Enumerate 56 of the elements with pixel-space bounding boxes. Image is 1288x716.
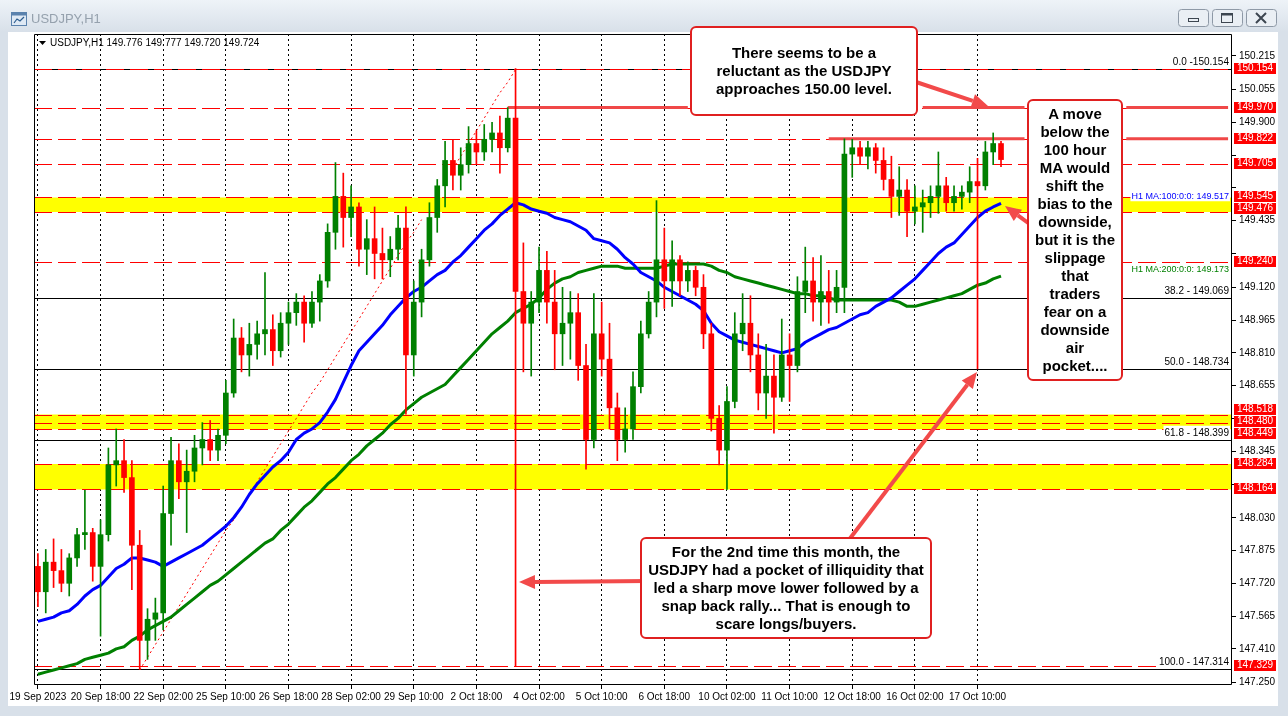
ref-line-label: 148.284 [1237, 457, 1274, 469]
x-tick-label: 11 Oct 10:00 [761, 690, 819, 702]
y-tick-label: 149.120 [1239, 281, 1276, 293]
ref-line-label: 149.705 [1237, 157, 1274, 169]
ref-line-label: 150.154 [1237, 62, 1274, 74]
ref-line-label: 148.480 [1237, 415, 1274, 427]
annotation: 38.2 - 149.069 [1164, 285, 1230, 297]
y-tick-label: 149.900 [1239, 116, 1276, 128]
annotation: 50.0 - 148.734 [1164, 355, 1230, 367]
x-tick-label: 2 Oct 18:00 [450, 690, 503, 702]
ref-line-label: 149.240 [1237, 255, 1274, 267]
y-tick-label: 147.875 [1239, 544, 1276, 556]
y-tick-label: 148.345 [1239, 444, 1276, 456]
y-tick-label: 148.810 [1239, 346, 1276, 358]
x-tick-label: 16 Oct 02:00 [886, 690, 944, 702]
ref-line-label: 148.164 [1237, 482, 1274, 494]
x-tick-label: 5 Oct 10:00 [575, 690, 628, 702]
x-tick-label: 4 Oct 02:00 [513, 690, 566, 702]
x-tick-label: 25 Sep 10:00 [196, 690, 257, 702]
x-tick-label: 20 Sep 18:00 [70, 690, 131, 702]
x-tick-label: 12 Oct 18:00 [823, 690, 882, 702]
x-tick-label: 28 Sep 02:00 [321, 690, 382, 702]
ref-line-label: 149.822 [1237, 132, 1274, 144]
y-tick-label: 148.030 [1239, 511, 1276, 523]
ref-line-label: 147.329 [1237, 659, 1274, 671]
callout: A move below the 100 hour MA would shift the bias to the downside, but it is the slippage that traders fear on a downside air pocket.... [1027, 99, 1123, 381]
ref-line-label: 149.476 [1237, 202, 1274, 214]
x-tick-label: 6 Oct 18:00 [638, 690, 691, 702]
callout: There seems to be a reluctant as the USDJPY approaches 150.00 level. [690, 26, 918, 116]
ref-line-label: 148.518 [1237, 403, 1274, 415]
text: H1 MA:200:0:0: 149.173 [1131, 264, 1229, 275]
y-tick-label: 148.655 [1239, 379, 1276, 391]
x-tick-label: 26 Sep 18:00 [258, 690, 319, 702]
y-tick-label: 147.250 [1239, 676, 1276, 688]
x-tick-label: 10 Oct 02:00 [698, 690, 757, 702]
y-tick-label: 150.215 [1239, 49, 1276, 61]
x-tick-label: 29 Sep 10:00 [384, 690, 444, 702]
y-tick-label: 147.720 [1239, 577, 1276, 589]
annotation: 100.0 - 147.314 [1158, 656, 1230, 668]
y-tick-label: 148.965 [1239, 313, 1276, 325]
ref-line-label: 148.449 [1237, 427, 1274, 439]
y-tick-label: 150.055 [1239, 83, 1276, 95]
chart-subtitle: USDJPY,H1 149.776 149.777 149.720 149.724 [50, 37, 260, 49]
y-tick-label: 147.565 [1239, 609, 1276, 621]
annotation: 0.0 -150.154 [1172, 55, 1230, 67]
callout: For the 2nd time this month, the USDJPY had a pocket of illiquidity that led a sharp move lower followed by a snap back rally... That is enough to scare longs/buyers. [640, 537, 932, 639]
x-tick-label: 22 Sep 02:00 [133, 690, 194, 702]
y-tick-label: 147.410 [1239, 642, 1276, 654]
x-tick-label: 17 Oct 10:00 [948, 690, 1007, 702]
chart-title: USDJPY,H1 [31, 11, 101, 26]
text: H1 MA:100:0:0: 149.517 [1131, 191, 1229, 202]
annotation: 61.8 - 148.399 [1164, 426, 1230, 438]
x-tick-label: 19 Sep 2023 [9, 690, 67, 702]
ref-line-label: 149.545 [1237, 190, 1274, 202]
y-tick-label: 149.435 [1239, 214, 1276, 226]
ref-line-label: 149.970 [1237, 101, 1274, 113]
